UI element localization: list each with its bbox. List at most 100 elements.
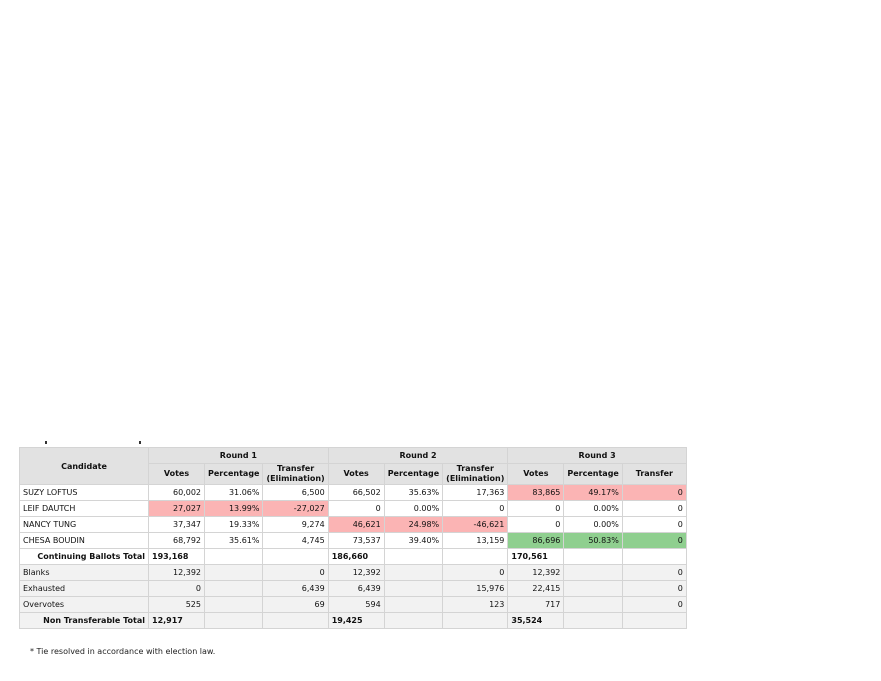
cell — [203, 580, 264, 597]
cell: 186,660 — [327, 548, 385, 565]
round-1-header: Round 1 — [148, 447, 329, 464]
table-row: SUZY LOFTUS 60,002 31.06% 6,500 66,502 3… — [19, 484, 687, 501]
row-label: Continuing Ballots Total — [19, 548, 149, 565]
table-row: Non Transferable Total 12,917 19,425 35,… — [19, 612, 687, 629]
cell: 86,696 — [507, 532, 565, 549]
cell — [383, 596, 444, 613]
cell: 27,027 — [148, 500, 205, 517]
cell: 69 — [262, 596, 329, 613]
cell: 594 — [327, 596, 385, 613]
cell: 46,621 — [327, 516, 385, 533]
cell: 39.40% — [383, 532, 444, 549]
cell — [563, 596, 623, 613]
round-3-header: Round 3 — [507, 447, 687, 464]
cell: 50.83% — [563, 532, 623, 549]
cell — [203, 612, 264, 629]
candidate-header: Candidate — [19, 447, 149, 485]
cell: 19.33% — [203, 516, 264, 533]
cell: 83,865 — [507, 484, 565, 501]
cell: 60,002 — [148, 484, 205, 501]
cell: 0 — [262, 564, 329, 581]
table-row: Overvotes 525 69 594 123 717 0 — [19, 596, 687, 613]
cell: 24.98% — [383, 516, 444, 533]
table-row: CHESA BOUDIN 68,792 35.61% 4,745 73,537 … — [19, 532, 687, 549]
cell: 13,159 — [442, 532, 509, 549]
round-2-header: Round 2 — [327, 447, 509, 464]
candidate-name: SUZY LOFTUS — [19, 484, 149, 501]
cell: 12,392 — [327, 564, 385, 581]
cell: 0 — [621, 516, 687, 533]
cell: 15,976 — [442, 580, 509, 597]
table-row: LEIF DAUTCH 27,027 13.99% -27,027 0 0.00… — [19, 500, 687, 517]
cell: 35.61% — [203, 532, 264, 549]
candidate-name: NANCY TUNG — [19, 516, 149, 533]
candidate-name: CHESA BOUDIN — [19, 532, 149, 549]
header-tick-marks — [45, 441, 145, 445]
row-label: Blanks — [19, 564, 149, 581]
cell: 31.06% — [203, 484, 264, 501]
cell: 49.17% — [563, 484, 623, 501]
cell: 0.00% — [383, 500, 444, 517]
cell — [203, 548, 264, 565]
cell: -46,621 — [442, 516, 509, 533]
cell: 0 — [621, 564, 687, 581]
cell: 9,274 — [262, 516, 329, 533]
cell: 193,168 — [148, 548, 205, 565]
row-label: Non Transferable Total — [19, 612, 149, 629]
r2-percentage-header: Percentage — [383, 463, 444, 485]
cell — [621, 612, 687, 629]
cell: 68,792 — [148, 532, 205, 549]
r3-votes-header: Votes — [507, 463, 565, 485]
cell: 0 — [621, 580, 687, 597]
cell: 35,524 — [507, 612, 565, 629]
cell: 0 — [621, 532, 687, 549]
cell: 170,561 — [507, 548, 565, 565]
cell: 37,347 — [148, 516, 205, 533]
cell: 6,500 — [262, 484, 329, 501]
cell — [383, 564, 444, 581]
cell: 0 — [442, 500, 509, 517]
cell: 525 — [148, 596, 205, 613]
r1-votes-header: Votes — [148, 463, 205, 485]
cell — [563, 612, 623, 629]
r1-transfer-header: Transfer (Elimination) — [262, 463, 329, 485]
cell: 0 — [442, 564, 509, 581]
cell — [442, 612, 509, 629]
row-label: Overvotes — [19, 596, 149, 613]
cell — [563, 580, 623, 597]
row-label: Exhausted — [19, 580, 149, 597]
cell: 0 — [621, 596, 687, 613]
cell: 35.63% — [383, 484, 444, 501]
cell: 0.00% — [563, 516, 623, 533]
cell: 0.00% — [563, 500, 623, 517]
cell — [262, 548, 329, 565]
cell — [442, 548, 509, 565]
table-row: Continuing Ballots Total 193,168 186,660… — [19, 548, 687, 565]
r3-transfer-header: Transfer — [621, 463, 687, 485]
cell — [621, 548, 687, 565]
cell: 6,439 — [262, 580, 329, 597]
cell: 123 — [442, 596, 509, 613]
cell: 6,439 — [327, 580, 385, 597]
cell: 13.99% — [203, 500, 264, 517]
cell: 0 — [621, 484, 687, 501]
r3-percentage-header: Percentage — [563, 463, 623, 485]
cell: 12,392 — [507, 564, 565, 581]
cell — [383, 612, 444, 629]
cell: 0 — [148, 580, 205, 597]
cell — [563, 548, 623, 565]
cell: 12,917 — [148, 612, 205, 629]
cell — [563, 564, 623, 581]
table-row: Exhausted 0 6,439 6,439 15,976 22,415 0 — [19, 580, 687, 597]
cell: 0 — [621, 500, 687, 517]
cell: 717 — [507, 596, 565, 613]
cell: 4,745 — [262, 532, 329, 549]
cell: 12,392 — [148, 564, 205, 581]
cell — [203, 564, 264, 581]
candidate-name: LEIF DAUTCH — [19, 500, 149, 517]
cell: -27,027 — [262, 500, 329, 517]
r1-percentage-header: Percentage — [203, 463, 264, 485]
cell: 22,415 — [507, 580, 565, 597]
cell: 19,425 — [327, 612, 385, 629]
table-row: Blanks 12,392 0 12,392 0 12,392 0 — [19, 564, 687, 581]
